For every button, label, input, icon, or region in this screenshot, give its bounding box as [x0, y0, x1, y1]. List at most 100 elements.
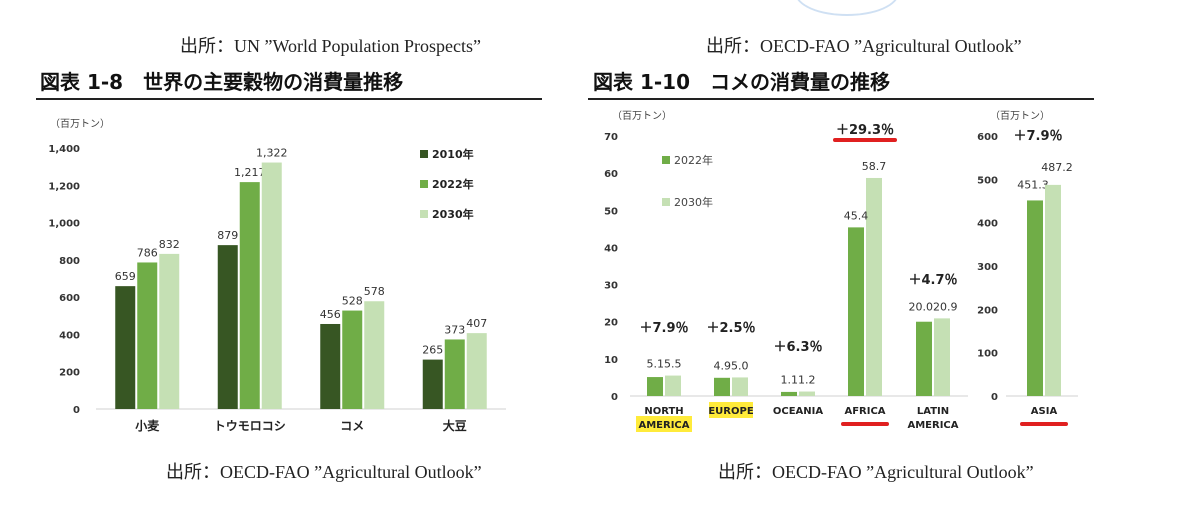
left-source-top: 出所：UN ”World Population Prospects”: [180, 36, 482, 56]
right-y-tick: 10: [604, 355, 618, 366]
right-unit-label: （百万トン）: [612, 110, 672, 122]
right-title-rule: [588, 98, 1094, 100]
asia-bar-label: 451.3: [1017, 178, 1049, 191]
grain-consumption-chart: （百万トン） 0 200 400 600 800 1,000 1,200 1,400 659786…: [48, 118, 506, 433]
asia-bar: [1045, 184, 1061, 396]
left-bar: [159, 253, 180, 409]
asia-y-tick: 400: [977, 219, 998, 230]
left-y-tick: 800: [59, 256, 80, 267]
left-bar-label: 407: [466, 317, 487, 330]
right-bar-label: 45.4: [844, 209, 869, 222]
right-legend-swatch: [662, 156, 670, 164]
right-bar: [647, 377, 663, 396]
right-category-highlight: [636, 416, 692, 432]
left-y-tick: 0: [73, 405, 80, 416]
left-bar: [444, 339, 465, 409]
right-bar: [934, 318, 950, 396]
left-bar-label: 1,217: [234, 166, 266, 179]
right-bar: [848, 227, 864, 396]
right-bar-label: 5.15.5: [647, 358, 682, 371]
right-category-label: EUROPE: [708, 406, 753, 417]
asia-y-tick: 200: [977, 305, 998, 316]
asia-unit-label: （百万トン）: [990, 110, 1050, 122]
right-legend-label: 2022年: [674, 153, 713, 167]
right-bar: [781, 391, 797, 396]
right-y-tick: 30: [604, 281, 618, 292]
right-y-tick: 0: [611, 392, 618, 403]
left-bar-label: 879: [217, 229, 238, 242]
right-category-underline: [841, 422, 889, 426]
left-category-label: 大豆: [443, 418, 467, 433]
asia-growth-label: ＋7.9％: [1013, 129, 1062, 144]
asia-y-tick: 100: [977, 349, 998, 360]
left-title-rule: [36, 98, 542, 100]
right-y-tick: 70: [604, 132, 618, 143]
right-category-label: AMERICA: [907, 420, 958, 431]
asia-y-tick: 0: [991, 392, 998, 403]
right-y-tick: 20: [604, 318, 618, 329]
right-legend-swatch: [662, 198, 670, 206]
left-y-tick: 400: [59, 330, 80, 341]
left-bar: [137, 262, 158, 409]
right-bar-label: 1.11.2: [781, 374, 816, 387]
right-y-tick: 60: [604, 169, 618, 180]
right-category-label: NORTH: [644, 406, 683, 417]
right-bar: [732, 377, 748, 396]
left-bar: [115, 286, 136, 409]
asia-category-underline: [1020, 422, 1068, 426]
left-bar: [422, 359, 443, 409]
left-category-label: 小麦: [135, 418, 160, 433]
left-bar-label: 373: [444, 323, 465, 336]
right-category-label: AMERICA: [638, 420, 689, 431]
left-bar-label: 456: [320, 308, 341, 321]
right-bar: [866, 177, 882, 396]
right-y-tick: 40: [604, 243, 618, 254]
left-y-tick: 1,400: [48, 144, 80, 155]
right-growth-label: ＋7.9％: [639, 321, 688, 336]
right-category-label: AFRICA: [844, 406, 885, 417]
left-legend-label: 2010年: [432, 147, 474, 161]
left-bar-label: 1,322: [256, 147, 288, 160]
decorative-arc: [795, 0, 899, 16]
right-growth-label: ＋2.5％: [706, 321, 755, 336]
right-category-highlight: [709, 402, 753, 418]
left-legend-swatch: [420, 180, 428, 188]
left-bar-label: 528: [342, 295, 363, 308]
left-bar: [466, 333, 487, 409]
right-bar: [665, 375, 681, 396]
left-bar-label: 832: [159, 238, 180, 251]
left-bar: [239, 182, 260, 409]
asia-bar: [1027, 200, 1043, 396]
left-bar-label: 578: [364, 285, 385, 298]
right-source-top: 出所：OECD-FAO ”Agricultural Outlook”: [706, 36, 1022, 56]
left-legend-swatch: [420, 150, 428, 158]
right-bar-label: 4.95.0: [714, 359, 749, 372]
asia-y-tick: 500: [977, 175, 998, 186]
right-bar-label: 20.020.9: [909, 300, 958, 313]
left-category-label: トウモロコシ: [214, 419, 286, 433]
africa-growth-underline: [833, 138, 897, 142]
left-chart-title: 図表 1-8 世界の主要穀物の消費量推移: [40, 70, 404, 94]
right-bar: [916, 321, 932, 396]
right-growth-label: ＋4.7％: [908, 273, 957, 288]
right-chart-title: 図表 1-10 コメの消費量の推移: [593, 70, 891, 94]
left-bar-label: 659: [115, 270, 136, 283]
right-growth-label: ＋29.3％: [836, 123, 894, 138]
right-bar: [714, 377, 730, 396]
left-y-tick: 1,200: [48, 181, 80, 192]
left-y-tick: 600: [59, 293, 80, 304]
left-legend-swatch: [420, 210, 428, 218]
right-legend-label: 2030年: [674, 195, 713, 209]
left-bar: [342, 310, 363, 409]
left-bar: [364, 301, 385, 409]
right-y-tick: 50: [604, 206, 618, 217]
right-category-label: OCEANIA: [773, 406, 824, 417]
left-bar: [320, 323, 341, 409]
asia-y-tick: 600: [977, 132, 998, 143]
left-unit-label: （百万トン）: [50, 118, 110, 130]
asia-y-tick: 300: [977, 262, 998, 273]
left-category-label: コメ: [340, 419, 364, 433]
right-bar-label: 58.7: [862, 160, 887, 173]
asia-bar-label: 487.2: [1041, 161, 1073, 174]
left-bar: [261, 162, 282, 409]
